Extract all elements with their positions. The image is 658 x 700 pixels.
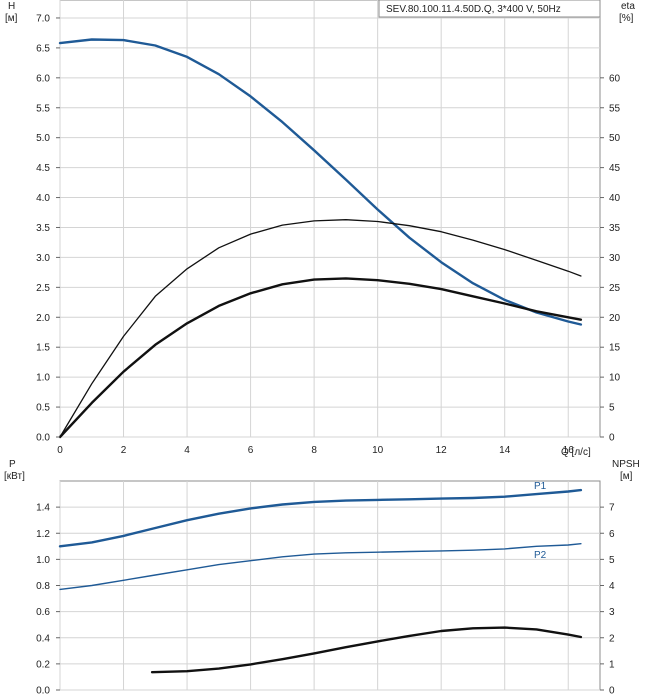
upper-y2-tick-label: 0 <box>609 433 615 444</box>
x-tick-label: 6 <box>248 445 254 456</box>
x-tick-label: 16 <box>563 445 575 456</box>
x-tick-label: 2 <box>121 445 127 456</box>
upper-grid <box>59 0 600 438</box>
x-axis-label: Q [л/с] <box>561 447 591 458</box>
upper-panel: 0.0 0.5 1.0 1.5 2.0 2.5 3.0 3.5 4.0 4.5 5.0 5.5 6.0 6… <box>5 0 635 458</box>
upper-y-tick-label: 5.0 <box>36 133 50 144</box>
lower-series-group <box>58 488 583 674</box>
upper-series-group <box>58 38 583 439</box>
lower-panel: 0.0 0.2 0.4 0.6 0.8 1.0 1.2 1.4 0 1 2 3 4 5 6 7 P [кВт… <box>4 459 640 697</box>
upper-y-tick-label: 3.0 <box>36 253 50 264</box>
upper-y-tick-label: 1.0 <box>36 373 50 384</box>
upper-y2-tick-label: 50 <box>609 133 621 144</box>
lower-y-tick-label: 1.0 <box>36 555 50 566</box>
upper-y2-tick-label: 60 <box>609 73 621 84</box>
upper-y2-tick-label: 20 <box>609 313 621 324</box>
upper-x-tick-labels: 0 2 4 6 8 10 12 14 16 <box>57 445 574 456</box>
upper-y2-tick-label: 15 <box>609 343 621 354</box>
title-box <box>378 0 601 18</box>
upper-y-tick-label: 2.5 <box>36 283 50 294</box>
upper-y-axis-unit: [м] <box>5 13 18 24</box>
upper-y2-tick-label: 40 <box>609 193 621 204</box>
lower-y-axis-unit: [кВт] <box>4 471 25 482</box>
x-tick-label: 10 <box>372 445 384 456</box>
lower-y2-tick-label: 4 <box>609 581 615 592</box>
x-tick-label: 0 <box>57 445 63 456</box>
x-tick-label: 4 <box>184 445 190 456</box>
lower-y-tick-label: 0.4 <box>36 633 50 644</box>
upper-y-tick-label: 0.0 <box>36 433 50 444</box>
lower-y-tick-label: 0.2 <box>36 659 50 670</box>
upper-y-tick-label: 3.5 <box>36 223 50 234</box>
upper-series-line-1 <box>59 219 582 438</box>
lower-y-tick-label: 0.8 <box>36 581 50 592</box>
upper-y-tick-label: 1.5 <box>36 343 50 354</box>
lower-series-line-0 <box>58 488 583 548</box>
lower-y-tick-label: 0.6 <box>36 607 50 618</box>
upper-y-tick-label: 6.5 <box>36 43 50 54</box>
x-tick-label: 12 <box>436 445 448 456</box>
upper-y2-axis-unit: [%] <box>619 13 634 24</box>
lower-y-tick-label: 0.0 <box>36 686 50 697</box>
upper-y2-tick-label: 25 <box>609 283 621 294</box>
upper-y2-tick-label: 45 <box>609 163 621 174</box>
lower-y-tick-label: 1.4 <box>36 503 50 514</box>
upper-y-tick-label: 4.0 <box>36 193 50 204</box>
upper-y-tick-label: 4.5 <box>36 163 50 174</box>
upper-y2-tick-label: 5 <box>609 403 615 414</box>
lower-y2-tick-label: 1 <box>609 659 615 670</box>
lower-y-axis-label: P <box>9 459 16 470</box>
series-label-p2: P2 <box>534 550 547 561</box>
upper-plot-frame <box>59 0 601 438</box>
upper-y2-tick-label: 10 <box>609 373 621 384</box>
upper-y-tick-label: 7.0 <box>36 13 50 24</box>
lower-series-line-1 <box>59 543 582 591</box>
lower-y2-tick-label: 3 <box>609 607 615 618</box>
lower-y-tick-label: 1.2 <box>36 529 50 540</box>
upper-y-tick-label: 6.0 <box>36 73 50 84</box>
x-tick-label: 8 <box>311 445 317 456</box>
upper-y-tick-label: 2.0 <box>36 313 50 324</box>
upper-y-tick-label: 5.5 <box>36 103 50 114</box>
lower-y2-tick-label: 2 <box>609 633 615 644</box>
lower-series-line-2 <box>150 626 583 674</box>
upper-y2-tick-label: 35 <box>609 223 621 234</box>
upper-y2-tick-label: 30 <box>609 253 621 264</box>
lower-y2-axis-label: NPSH <box>612 459 640 470</box>
upper-y-tick-labels: 0.0 0.5 1.0 1.5 2.0 2.5 3.0 3.5 4.0 4.5 5.0 5.5 6.0 6… <box>36 13 60 444</box>
upper-y-tick-label: 0.5 <box>36 403 50 414</box>
upper-series-line-2 <box>58 277 583 439</box>
upper-y2-tick-label: 55 <box>609 103 621 114</box>
series-label-p1: P1 <box>534 481 547 492</box>
upper-y2-tick-labels: 0 5 10 15 20 25 30 35 40 45 50 55 60 <box>600 73 621 444</box>
lower-y2-tick-label: 7 <box>609 503 615 514</box>
lower-y-tick-labels: 0.0 0.2 0.4 0.6 0.8 1.0 1.2 1.4 <box>36 503 60 697</box>
lower-grid <box>59 481 600 691</box>
upper-y-axis-label: H <box>8 1 15 12</box>
lower-y2-tick-label: 0 <box>609 686 615 697</box>
lower-y2-tick-labels: 0 1 2 3 4 5 6 7 <box>600 503 615 697</box>
lower-y2-tick-label: 5 <box>609 555 615 566</box>
lower-y2-axis-unit: [м] <box>620 471 633 482</box>
upper-series-line-0 <box>58 38 583 326</box>
chart-title: SEV.80.100.11.4.50D.Q, 3*400 V, 50Hz <box>386 4 561 15</box>
upper-y2-axis-label: eta <box>621 1 635 12</box>
lower-y2-tick-label: 6 <box>609 529 615 540</box>
x-tick-label: 14 <box>499 445 511 456</box>
